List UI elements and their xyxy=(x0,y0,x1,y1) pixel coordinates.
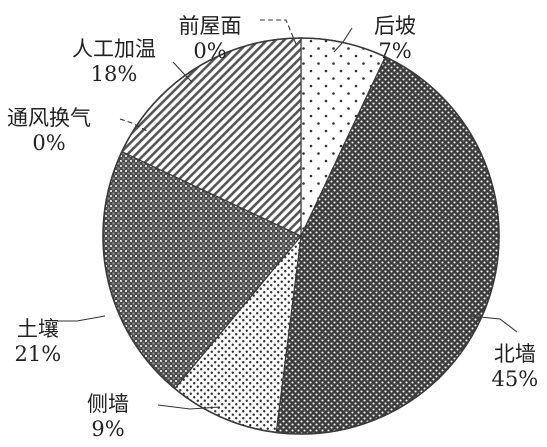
leader-line-3 xyxy=(57,315,106,322)
slice-percent-1: 45% xyxy=(491,367,539,391)
slice-label-4: 通风换气 0% xyxy=(7,106,91,156)
leader-line-4 xyxy=(119,118,148,132)
slice-percent-0: 7% xyxy=(378,39,412,63)
slice-label-3: 土壤 21% xyxy=(15,317,62,367)
slice-percent-4: 0% xyxy=(32,131,66,155)
slice-name-2: 侧墙 xyxy=(87,392,129,416)
leader-lines xyxy=(57,19,518,410)
slice-name-0: 后坡 xyxy=(374,14,416,38)
leader-line-1 xyxy=(469,315,518,333)
slice-label-6: 前屋面 0% xyxy=(179,14,242,64)
slice-label-1: 北墙 45% xyxy=(492,342,539,392)
slice-percent-3: 21% xyxy=(14,342,62,366)
slice-percent-5: 18% xyxy=(90,62,138,86)
slice-name-3: 土壤 xyxy=(16,317,59,341)
pie-outline xyxy=(102,37,500,435)
slice-label-2: 侧墙 9% xyxy=(87,392,129,442)
leader-line-2 xyxy=(157,404,221,410)
slice-label-0: 后坡 7% xyxy=(374,14,416,64)
slice-percent-2: 9% xyxy=(91,417,125,441)
pie-slices xyxy=(102,37,500,435)
leader-line-6 xyxy=(260,19,297,45)
slice-label-5: 人工加温 18% xyxy=(72,37,156,87)
slice-name-6: 前屋面 xyxy=(178,14,242,38)
slice-name-1: 北墙 xyxy=(493,342,536,366)
slice-name-4: 通风换气 xyxy=(7,106,91,130)
slice-percent-6: 0% xyxy=(193,39,227,63)
slice-name-5: 人工加温 xyxy=(72,37,156,61)
